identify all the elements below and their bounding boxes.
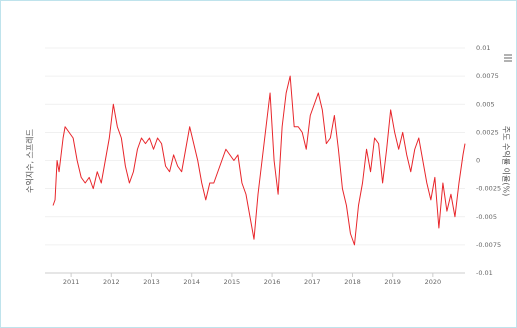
y-tick-label: -0.0025 xyxy=(476,185,501,193)
x-tick-label: 2016 xyxy=(264,278,281,286)
x-tick-label: 2014 xyxy=(183,278,200,286)
y-tick-label: -0.01 xyxy=(476,269,493,277)
y-tick-label: 0.01 xyxy=(476,44,490,52)
x-tick-label: 2015 xyxy=(224,278,241,286)
y-tick-label: -0.005 xyxy=(476,213,497,221)
y-tick-label: 0.005 xyxy=(476,100,495,108)
y-axis-title: 수익지수, 스프레드 xyxy=(25,129,35,193)
y-tick-label: -0.0075 xyxy=(476,241,501,249)
x-tick-label: 2020 xyxy=(425,278,442,286)
x-tick-label: 2017 xyxy=(304,278,321,286)
x-tick-label: 2011 xyxy=(63,278,80,286)
y-tick-label: 0.0025 xyxy=(476,128,499,136)
line-series xyxy=(52,75,466,246)
menu-icon[interactable] xyxy=(504,54,512,62)
x-tick-label: 2018 xyxy=(344,278,361,286)
x-tick-label: 2013 xyxy=(143,278,160,286)
y-tick-label: 0.0075 xyxy=(476,72,499,80)
y-tick-label: 0 xyxy=(476,157,480,165)
x-tick-label: 2012 xyxy=(103,278,120,286)
x-tick-label: 2019 xyxy=(384,278,401,286)
y2-axis-title: 주도 수익률 이율(%) xyxy=(502,126,512,196)
